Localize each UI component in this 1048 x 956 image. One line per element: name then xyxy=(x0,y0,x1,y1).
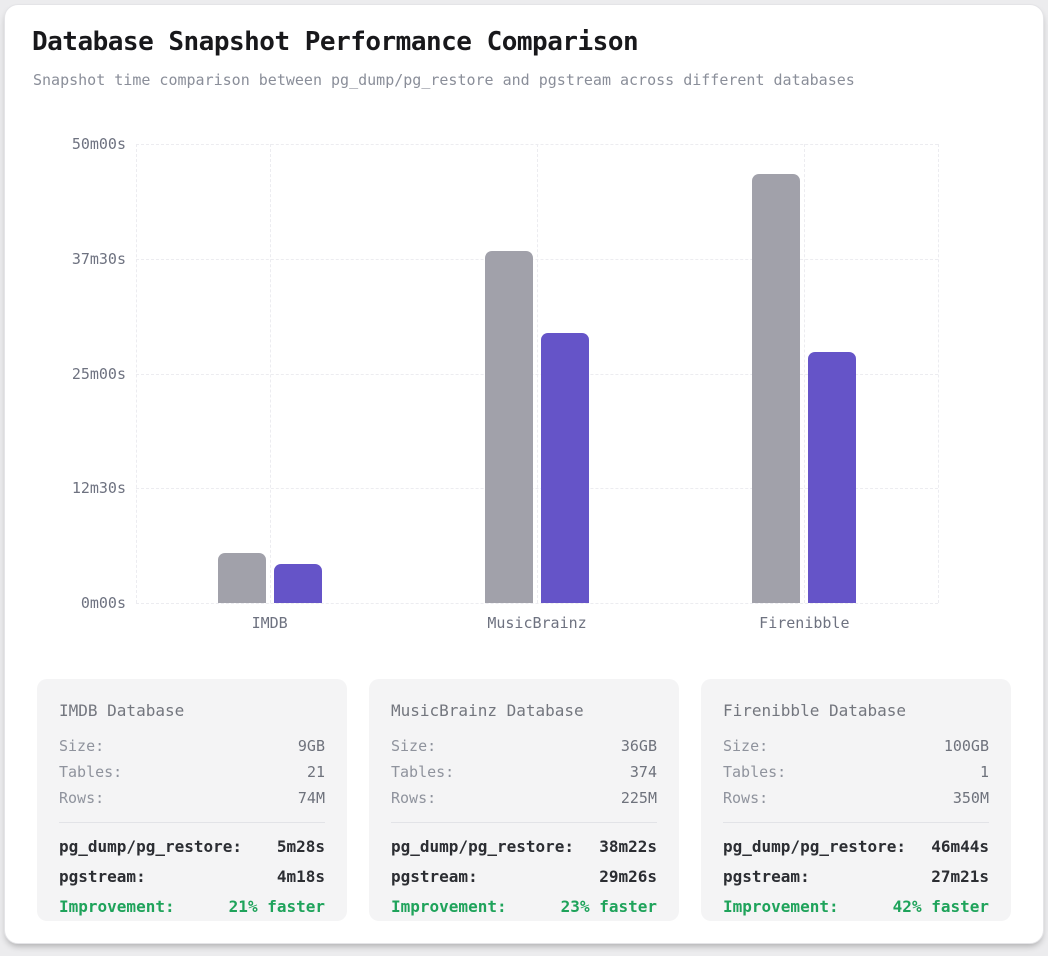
stat-label: Tables: xyxy=(723,763,787,781)
stat-row-size: Size: 9GB xyxy=(59,733,325,759)
stat-label: Rows: xyxy=(723,789,769,807)
divider xyxy=(59,822,325,823)
gridline-vertical xyxy=(136,144,137,603)
perf-value: 4m18s xyxy=(276,867,325,886)
perf-label: pgstream: xyxy=(59,867,146,886)
stat-row-rows: Rows: 74M xyxy=(59,785,325,811)
perf-label: pg_dump/pg_restore: xyxy=(59,837,243,856)
stat-value: 225M xyxy=(620,789,657,807)
stat-row-tables: Tables: 1 xyxy=(723,759,989,785)
stat-value: 1 xyxy=(979,763,989,781)
perf-value: 38m22s xyxy=(599,837,657,856)
perf-value: 46m44s xyxy=(931,837,989,856)
y-axis-tick-label: 37m30s xyxy=(71,249,126,268)
bar-pg-dump-pg-restore-imdb[interactable] xyxy=(217,552,266,603)
improvement-row: Improvement: 21% faster xyxy=(59,892,325,922)
stat-value: 21 xyxy=(306,763,325,781)
stat-row-rows: Rows: 350M xyxy=(723,785,989,811)
stat-label: Size: xyxy=(59,737,105,755)
x-axis-tick-label: IMDB xyxy=(251,614,288,632)
y-axis-tick-label: 12m30s xyxy=(71,479,126,498)
stat-label: Tables: xyxy=(59,763,123,781)
perf-label: pg_dump/pg_restore: xyxy=(391,837,575,856)
stat-row-size: Size: 100GB xyxy=(723,733,989,759)
bar-pg-dump-pg-restore-firenibble[interactable] xyxy=(752,174,801,603)
y-axis-tick-label: 25m00s xyxy=(71,364,126,383)
perf-value: 29m26s xyxy=(599,867,657,886)
gridline-vertical xyxy=(804,144,806,603)
stat-card-musicbrainz: MusicBrainz Database Size: 36GB Tables: … xyxy=(369,679,679,921)
stat-label: Size: xyxy=(723,737,769,755)
stat-label: Rows: xyxy=(59,789,105,807)
gridline-vertical xyxy=(269,144,271,603)
perf-row-pgstream: pgstream: 29m26s xyxy=(391,862,657,892)
perf-value: 27m21s xyxy=(931,867,989,886)
stat-card-imdb: IMDB Database Size: 9GB Tables: 21 Rows:… xyxy=(37,679,347,921)
improvement-value: 23% faster xyxy=(560,897,657,916)
improvement-label: Improvement: xyxy=(723,897,839,916)
bar-pgstream-musicbrainz[interactable] xyxy=(541,332,589,603)
improvement-label: Improvement: xyxy=(59,897,175,916)
stat-value: 9GB xyxy=(297,737,325,755)
perf-row-pgstream: pgstream: 27m21s xyxy=(723,862,989,892)
stat-value: 100GB xyxy=(943,737,989,755)
stat-value: 36GB xyxy=(620,737,657,755)
perf-row-pgdump: pg_dump/pg_restore: 5m28s xyxy=(59,832,325,862)
y-axis-tick-label: 50m00s xyxy=(71,135,126,153)
perf-row-pgdump: pg_dump/pg_restore: 38m22s xyxy=(391,832,657,862)
perf-label: pgstream: xyxy=(391,867,478,886)
stat-row-rows: Rows: 225M xyxy=(391,785,657,811)
improvement-value: 21% faster xyxy=(228,897,325,916)
plot-area xyxy=(136,144,939,604)
stat-card-title: Firenibble Database xyxy=(723,701,907,720)
divider xyxy=(723,822,989,823)
stat-row-tables: Tables: 374 xyxy=(391,759,657,785)
gridline-horizontal xyxy=(136,603,938,604)
stat-card-firenibble: Firenibble Database Size: 100GB Tables: … xyxy=(701,679,1011,921)
perf-label: pgstream: xyxy=(723,867,810,886)
stat-value: 374 xyxy=(629,763,657,781)
stat-value: 74M xyxy=(297,789,325,807)
page-subtitle: Snapshot time comparison between pg_dump… xyxy=(33,71,855,89)
improvement-row: Improvement: 23% faster xyxy=(391,892,657,922)
gridline-vertical xyxy=(537,144,538,603)
stat-card-title: MusicBrainz Database xyxy=(391,701,584,720)
stat-label: Size: xyxy=(391,737,437,755)
bar-pgstream-firenibble[interactable] xyxy=(808,351,857,603)
y-axis-tick-label: 0m00s xyxy=(80,594,126,612)
perf-label: pg_dump/pg_restore: xyxy=(723,837,907,856)
main-card: Database Snapshot Performance Comparison… xyxy=(4,4,1044,944)
x-axis-tick-label: MusicBrainz xyxy=(487,614,587,632)
x-axis-tick-label: Firenibble xyxy=(759,614,850,632)
stat-label: Rows: xyxy=(391,789,437,807)
improvement-row: Improvement: 42% faster xyxy=(723,892,989,922)
perf-row-pgstream: pgstream: 4m18s xyxy=(59,862,325,892)
perf-row-pgdump: pg_dump/pg_restore: 46m44s xyxy=(723,832,989,862)
stat-row-tables: Tables: 21 xyxy=(59,759,325,785)
bar-chart: 50m00s 37m30s 25m00s 12m30s 0m00s IMDB MusicBr… xyxy=(5,5,1043,943)
page-title: Database Snapshot Performance Comparison xyxy=(32,27,639,57)
gridline-vertical xyxy=(938,144,939,603)
stat-value: 350M xyxy=(952,789,989,807)
improvement-value: 42% faster xyxy=(892,897,989,916)
stat-card-title: IMDB Database xyxy=(59,701,185,720)
improvement-label: Improvement: xyxy=(391,897,507,916)
stat-label: Tables: xyxy=(391,763,455,781)
bar-pg-dump-pg-restore-musicbrainz[interactable] xyxy=(485,250,533,603)
bar-pgstream-imdb[interactable] xyxy=(273,563,322,603)
divider xyxy=(391,822,657,823)
stat-row-size: Size: 36GB xyxy=(391,733,657,759)
perf-value: 5m28s xyxy=(276,837,325,856)
